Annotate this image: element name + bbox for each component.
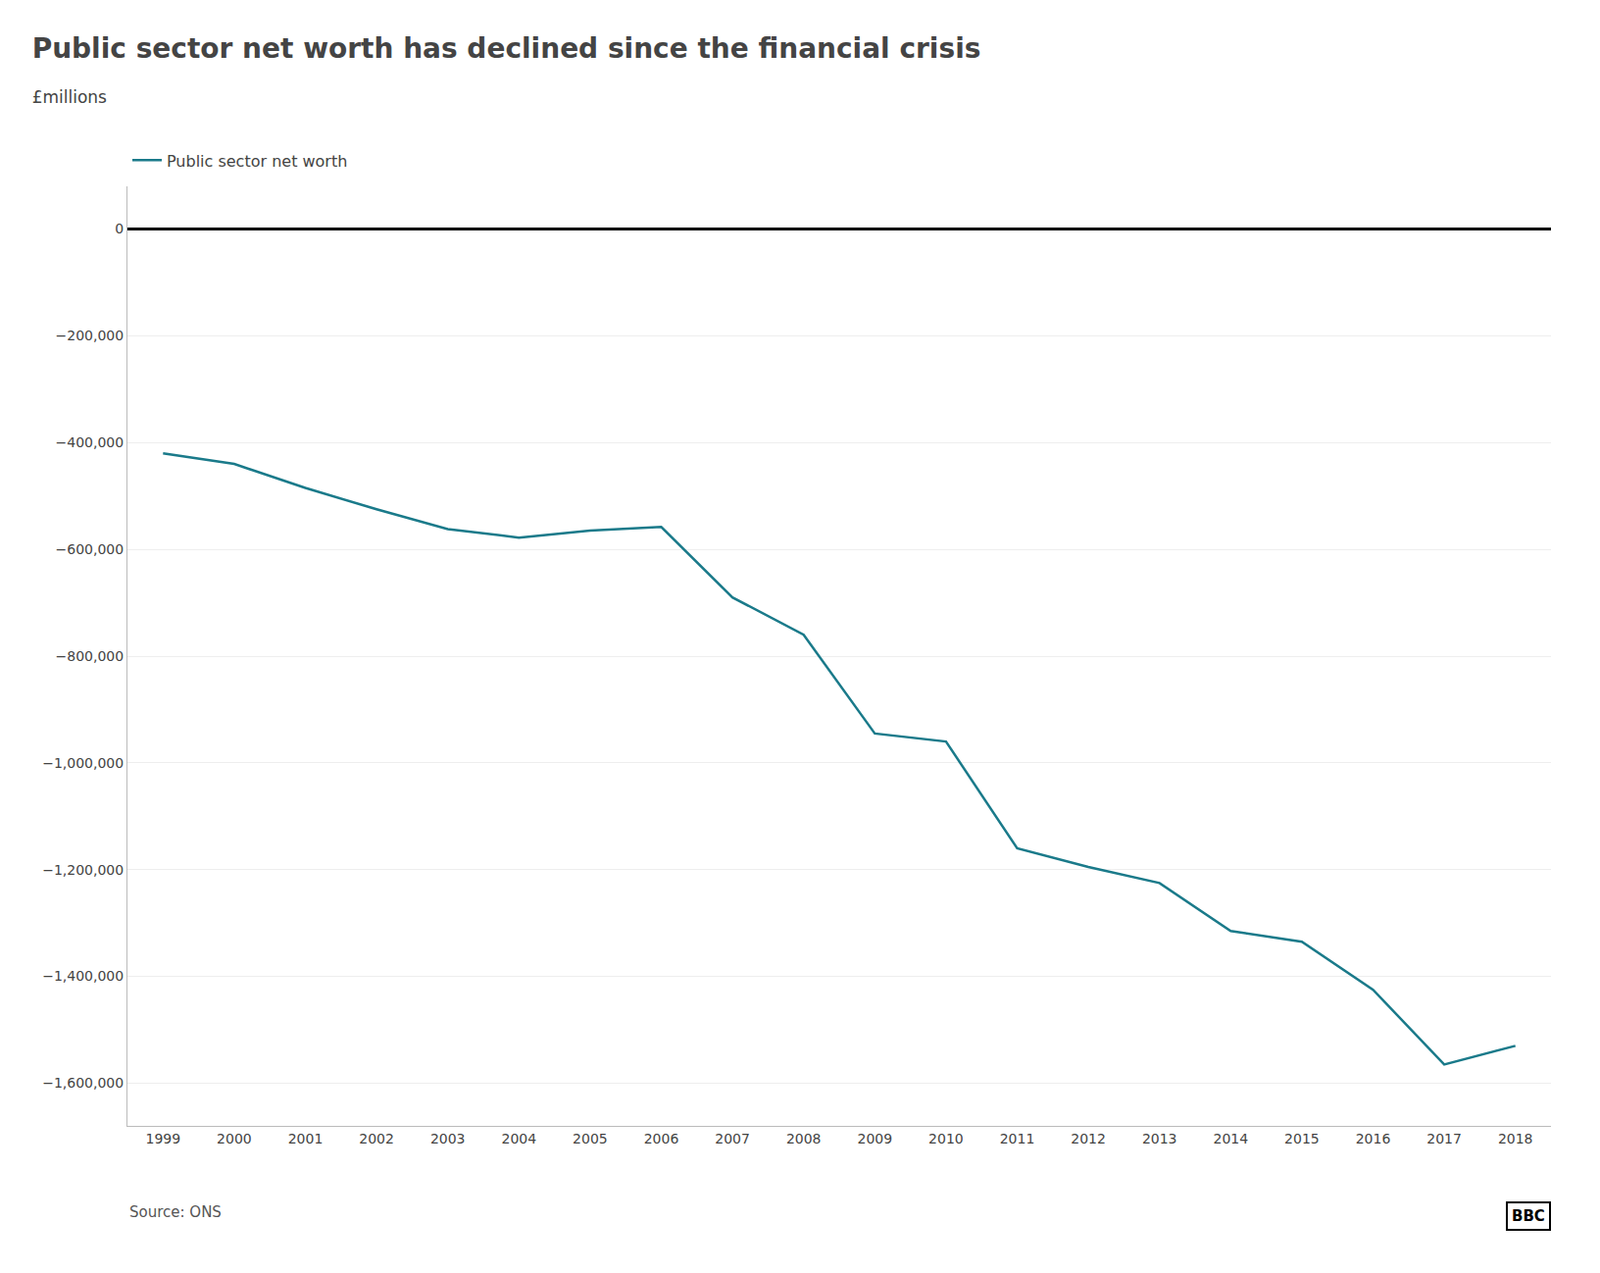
svg-text:2002: 2002 <box>358 1130 395 1147</box>
svg-text:2018: 2018 <box>1498 1130 1534 1147</box>
svg-text:2000: 2000 <box>216 1130 252 1147</box>
svg-text:2016: 2016 <box>1355 1130 1392 1147</box>
svg-text:2004: 2004 <box>500 1130 537 1147</box>
svg-text:−1,000,000: −1,000,000 <box>42 754 124 771</box>
svg-text:−800,000: −800,000 <box>55 648 125 664</box>
svg-text:2003: 2003 <box>430 1130 466 1147</box>
svg-text:£millions: £millions <box>32 87 107 107</box>
svg-text:2012: 2012 <box>1070 1130 1106 1147</box>
svg-text:2013: 2013 <box>1142 1130 1178 1147</box>
svg-text:Public sector net worth: Public sector net worth <box>166 151 348 171</box>
svg-text:2010: 2010 <box>928 1130 964 1147</box>
svg-text:−400,000: −400,000 <box>55 434 125 450</box>
svg-text:2007: 2007 <box>714 1130 750 1147</box>
svg-text:2015: 2015 <box>1284 1130 1320 1147</box>
svg-text:1999: 1999 <box>145 1130 181 1147</box>
svg-text:2017: 2017 <box>1426 1130 1462 1147</box>
svg-text:Public sector net worth has de: Public sector net worth has declined sin… <box>32 32 982 65</box>
svg-text:2008: 2008 <box>786 1130 822 1147</box>
svg-text:2011: 2011 <box>1000 1130 1036 1147</box>
svg-text:−200,000: −200,000 <box>55 327 125 344</box>
svg-text:2014: 2014 <box>1212 1130 1249 1147</box>
svg-text:2005: 2005 <box>572 1130 608 1147</box>
svg-text:−600,000: −600,000 <box>55 541 125 557</box>
svg-text:2006: 2006 <box>644 1130 680 1147</box>
svg-text:0: 0 <box>114 220 124 237</box>
svg-text:−1,400,000: −1,400,000 <box>42 967 124 984</box>
svg-text:2001: 2001 <box>288 1130 324 1147</box>
svg-text:Source: ONS: Source: ONS <box>129 1202 222 1221</box>
svg-text:BBC: BBC <box>1511 1206 1546 1225</box>
svg-text:−1,600,000: −1,600,000 <box>42 1074 124 1091</box>
svg-text:−1,200,000: −1,200,000 <box>42 861 124 878</box>
svg-text:2009: 2009 <box>856 1130 893 1147</box>
